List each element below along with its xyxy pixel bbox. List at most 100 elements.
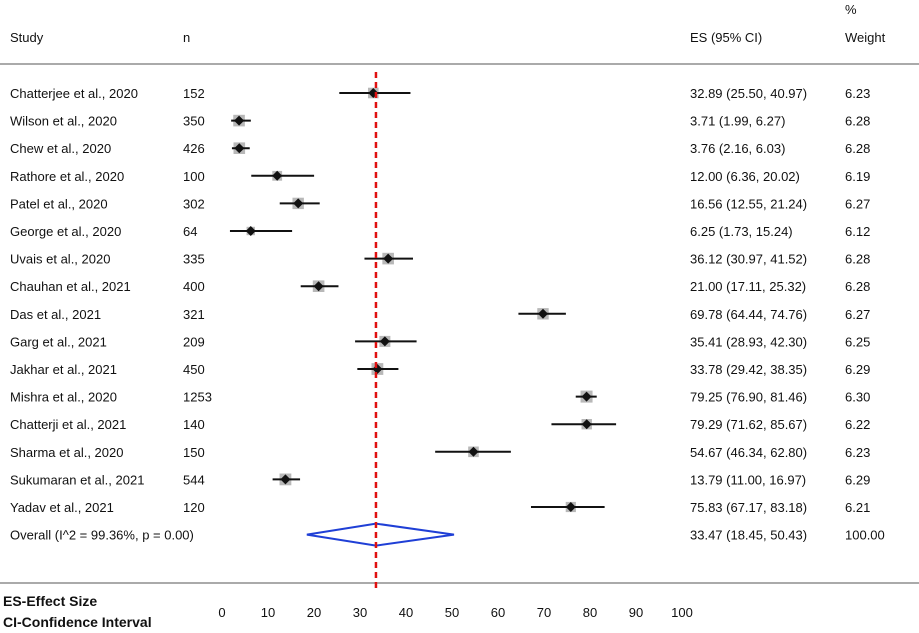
x-tick-label: 90 — [629, 605, 643, 620]
overall-es-ci: 33.47 (18.45, 50.43) — [690, 528, 807, 543]
point-estimate — [280, 474, 291, 485]
study-n: 302 — [183, 196, 205, 211]
study-name: George et al., 2020 — [10, 224, 121, 239]
study-weight: 6.19 — [845, 169, 870, 184]
study-n: 152 — [183, 86, 205, 101]
study-es-ci: 54.67 (46.34, 62.80) — [690, 445, 807, 460]
study-es-ci: 35.41 (28.93, 42.30) — [690, 334, 807, 349]
study-weight: 6.29 — [845, 472, 870, 487]
overall-weight: 100.00 — [845, 528, 885, 543]
x-tick-label: 30 — [353, 605, 367, 620]
study-n: 120 — [183, 500, 205, 515]
header-study: Study — [10, 30, 44, 45]
x-tick-label: 100 — [671, 605, 693, 620]
study-weight: 6.27 — [845, 307, 870, 322]
study-weight: 6.29 — [845, 362, 870, 377]
study-weight: 6.27 — [845, 196, 870, 211]
study-name: Rathore et al., 2020 — [10, 169, 124, 184]
study-n: 450 — [183, 362, 205, 377]
x-tick-label: 80 — [583, 605, 597, 620]
study-n: 350 — [183, 114, 205, 129]
study-name: Uvais et al., 2020 — [10, 252, 110, 267]
study-n: 64 — [183, 224, 197, 239]
point-estimate — [272, 170, 283, 181]
x-axis: 0 10 20 30 40 50 60 70 80 90 100 — [218, 605, 692, 620]
point-estimate — [383, 253, 394, 264]
study-weight: 6.28 — [845, 252, 870, 267]
study-weight: 6.25 — [845, 334, 870, 349]
x-tick-label: 50 — [445, 605, 459, 620]
column-headers: Study n ES (95% CI) % Weight — [10, 2, 886, 45]
study-n: 321 — [183, 307, 205, 322]
point-estimate — [537, 308, 548, 319]
study-name: Mishra et al., 2020 — [10, 390, 117, 405]
x-tick-label: 60 — [491, 605, 505, 620]
x-tick-label: 10 — [261, 605, 275, 620]
study-name: Patel et al., 2020 — [10, 196, 108, 211]
x-tick-label: 0 — [218, 605, 225, 620]
x-tick-label: 20 — [307, 605, 321, 620]
study-n: 335 — [183, 252, 205, 267]
study-es-ci: 21.00 (17.11, 25.32) — [690, 279, 806, 294]
study-name: Wilson et al., 2020 — [10, 114, 117, 129]
study-name: Chew et al., 2020 — [10, 141, 111, 156]
study-es-ci: 6.25 (1.73, 15.24) — [690, 224, 793, 239]
study-es-ci: 12.00 (6.36, 20.02) — [690, 169, 800, 184]
study-n: 150 — [183, 445, 205, 460]
study-name: Sukumaran et al., 2021 — [10, 472, 144, 487]
header-weight-percent: % — [845, 2, 857, 17]
study-name: Chatterjee et al., 2020 — [10, 86, 138, 101]
overall-diamond — [306, 522, 455, 547]
study-name: Sharma et al., 2020 — [10, 445, 123, 460]
overall-label: Overall (I^2 = 99.36%, p = 0.00) — [10, 528, 194, 543]
study-weight: 6.28 — [845, 114, 870, 129]
study-n: 544 — [183, 472, 205, 487]
point-estimate — [581, 391, 592, 402]
point-estimate — [234, 143, 245, 154]
study-es-ci: 13.79 (11.00, 16.97) — [690, 472, 806, 487]
header-n: n — [183, 30, 190, 45]
x-tick-label: 70 — [537, 605, 551, 620]
study-weight: 6.21 — [845, 500, 870, 515]
point-estimate — [313, 281, 324, 292]
study-rows: Chatterjee et al., 2020 152 32.89 (25.50, … — [10, 86, 885, 543]
footnote-es: ES-Effect Size — [3, 593, 97, 609]
study-n: 209 — [183, 334, 205, 349]
footnotes: ES-Effect Size CI-Confidence Interval — [3, 593, 152, 630]
study-es-ci: 79.29 (71.62, 85.67) — [690, 417, 807, 432]
study-n: 100 — [183, 169, 205, 184]
point-estimate — [245, 226, 256, 236]
point-estimate — [565, 502, 576, 512]
study-name: Chatterji et al., 2021 — [10, 417, 126, 432]
study-es-ci: 33.78 (29.42, 38.35) — [690, 362, 807, 377]
study-weight: 6.12 — [845, 224, 870, 239]
study-es-ci: 32.89 (25.50, 40.97) — [690, 86, 807, 101]
study-es-ci: 79.25 (76.90, 81.46) — [690, 390, 807, 405]
study-weight: 6.23 — [845, 445, 870, 460]
study-weight: 6.23 — [845, 86, 870, 101]
study-name: Chauhan et al., 2021 — [10, 279, 131, 294]
plot-marks — [229, 72, 617, 591]
study-name: Garg et al., 2021 — [10, 334, 107, 349]
header-weight: Weight — [845, 30, 886, 45]
study-es-ci: 3.76 (2.16, 6.03) — [690, 141, 785, 156]
point-estimate — [293, 198, 304, 209]
point-estimate — [234, 115, 245, 126]
study-es-ci: 69.78 (64.44, 74.76) — [690, 307, 807, 322]
point-estimate — [379, 336, 390, 347]
study-n: 1253 — [183, 390, 212, 405]
study-es-ci: 36.12 (30.97, 41.52) — [690, 252, 807, 267]
study-name: Jakhar et al., 2021 — [10, 362, 117, 377]
x-tick-label: 40 — [399, 605, 413, 620]
footnote-ci: CI-Confidence Interval — [3, 614, 152, 630]
study-weight: 6.28 — [845, 279, 870, 294]
study-es-ci: 16.56 (12.55, 21.24) — [690, 196, 807, 211]
study-name: Das et al., 2021 — [10, 307, 101, 322]
study-n: 426 — [183, 141, 205, 156]
study-es-ci: 75.83 (67.17, 83.18) — [690, 500, 807, 515]
study-weight: 6.22 — [845, 417, 870, 432]
header-es-ci: ES (95% CI) — [690, 30, 762, 45]
point-estimate — [468, 446, 479, 457]
study-n: 400 — [183, 279, 205, 294]
